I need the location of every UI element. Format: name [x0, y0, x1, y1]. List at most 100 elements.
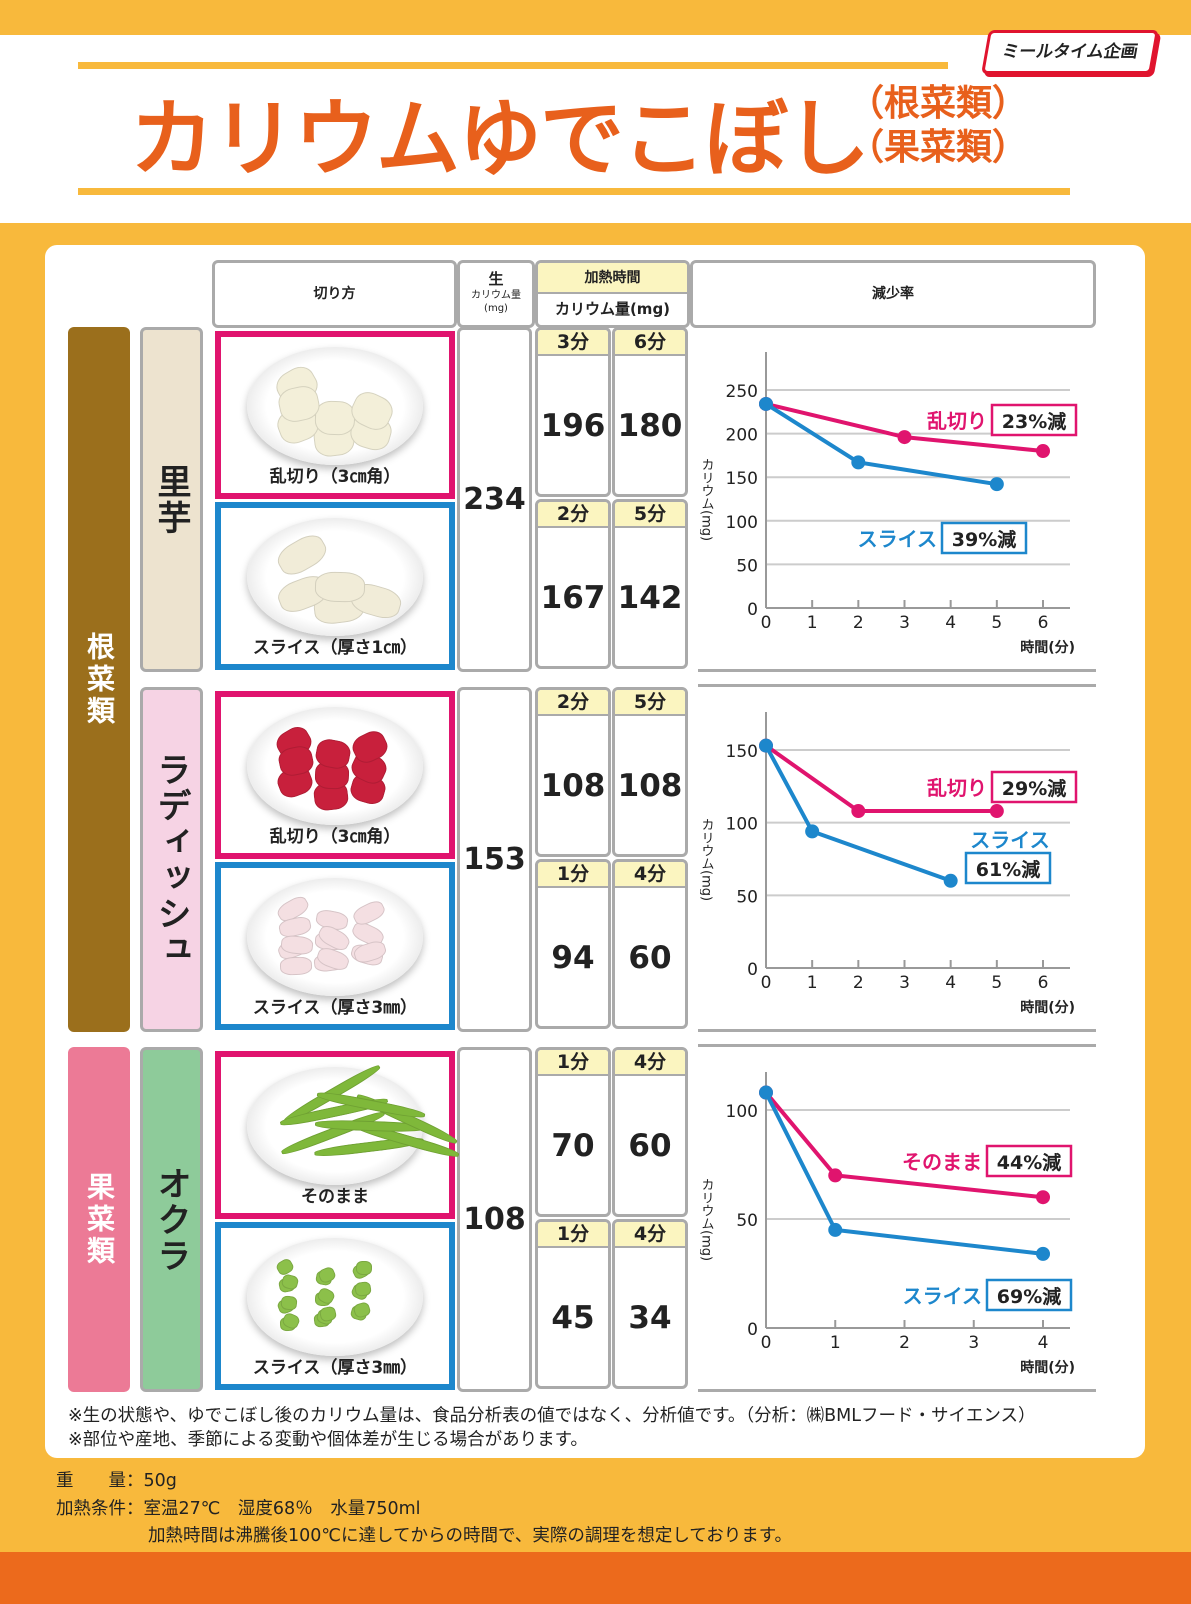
header-heating: 加熱時間 カリウム量(mg) — [535, 260, 690, 328]
potassium-value: 108 — [617, 768, 683, 804]
potassium-line-chart: 0 50 100 150 0 1 2 3 4 5 6 時間(分) カリウム(mg) 乱切り 29%減スライス… — [700, 712, 1078, 1016]
x-tick-label: 0 — [761, 613, 772, 633]
header-raw-unit-label: カリウム量 — [471, 290, 521, 301]
x-tick-label: 6 — [1038, 973, 1049, 993]
y-tick-label: 50 — [736, 887, 758, 907]
food-piece — [352, 938, 388, 966]
series-name: スライス — [903, 1284, 982, 1308]
y-tick-label: 150 — [726, 742, 758, 762]
y-axis-label: カリウム(mg) — [700, 458, 714, 541]
time-column: 1分 45 — [535, 1219, 611, 1389]
y-tick-label: 250 — [726, 382, 758, 402]
potassium-value: 60 — [628, 1128, 672, 1164]
potassium-line-chart: 0 50 100 150 200 250 0 1 2 3 4 5 6 時間(分) カリウム(mg) 乱切り 23… — [700, 352, 1078, 656]
time-column: 4分 60 — [612, 859, 688, 1029]
cut-label: スライス（厚さ3㎜） — [252, 1358, 418, 1378]
raw-potassium-value: 108 — [457, 1047, 532, 1392]
potassium-value: 94 — [551, 940, 595, 976]
top-band — [0, 0, 1191, 35]
plate-image — [247, 878, 423, 996]
x-axis-label: 時間(分) — [1020, 639, 1075, 656]
time-minutes: 3分 — [538, 330, 608, 356]
raw-potassium-value: 234 — [457, 327, 532, 672]
header-heating-time: 加熱時間 — [538, 263, 687, 294]
x-tick-label: 4 — [1038, 1333, 1049, 1353]
data-point — [1036, 1190, 1050, 1205]
data-point — [989, 804, 1004, 819]
title-rule-top — [78, 62, 948, 69]
data-point — [828, 1222, 843, 1237]
food-piece — [355, 1260, 373, 1276]
time-minutes: 5分 — [615, 690, 685, 716]
y-tick-label: 100 — [726, 1102, 758, 1122]
footnote-variation: ※部位や産地、季節による変動や個体差が生じる場合があります。 — [68, 1430, 588, 1450]
time-column: 2分 108 — [535, 687, 611, 857]
reduction-rate: 61%減 — [976, 858, 1040, 881]
y-tick-label: 150 — [726, 469, 758, 489]
reduction-box — [990, 770, 1078, 804]
vegetable-label: 里芋 — [140, 327, 203, 672]
reduction-box — [985, 1278, 1073, 1312]
y-tick-label: 0 — [747, 600, 758, 620]
food-piece — [279, 956, 313, 976]
potassium-value: 180 — [617, 408, 683, 444]
food-piece — [280, 1295, 298, 1311]
time-minutes: 1分 — [538, 1050, 608, 1076]
time-column: 4分 60 — [612, 1047, 688, 1217]
section-divider — [698, 669, 1096, 672]
plate-image — [247, 518, 423, 636]
y-tick-label: 50 — [736, 1211, 758, 1231]
x-tick-label: 1 — [830, 1333, 841, 1353]
header-raw: 生 カリウム量 (mg) — [457, 260, 535, 328]
data-point — [851, 804, 866, 819]
subtitle-fruit: （果菜類） — [848, 127, 1029, 168]
header-reduction: 減少率 — [690, 260, 1096, 328]
reduction-rate: 44%減 — [997, 1151, 1061, 1174]
data-point — [1036, 1246, 1050, 1261]
potassium-value: 167 — [540, 580, 606, 616]
potassium-value: 196 — [540, 408, 606, 444]
data-point — [1036, 444, 1050, 459]
potassium-value: 142 — [617, 580, 683, 616]
time-minutes: 2分 — [538, 690, 608, 716]
time-minutes: 1分 — [538, 862, 608, 888]
food-piece — [318, 1305, 338, 1323]
reduction-box — [940, 521, 1028, 555]
data-point — [759, 396, 773, 411]
x-tick-label: 0 — [761, 973, 772, 993]
data-point — [759, 738, 773, 753]
header-cut: 切り方 — [212, 260, 457, 328]
time-column: 5分 108 — [612, 687, 688, 857]
cut-photo-chunk: 乱切り（3㎝角） — [215, 691, 455, 859]
time-minutes: 4分 — [615, 862, 685, 888]
plate-image — [247, 1238, 423, 1356]
time-column: 6分 180 — [612, 327, 688, 497]
reduction-rate: 69%減 — [997, 1285, 1061, 1308]
time-column: 1分 70 — [535, 1047, 611, 1217]
data-point — [759, 1085, 773, 1100]
condition-weight: 重 量：50g — [56, 1471, 177, 1491]
food-piece — [314, 400, 356, 436]
cut-photo-chunk: そのまま — [215, 1051, 461, 1219]
cut-photo-slice: スライス（厚さ3㎜） — [215, 1222, 455, 1390]
subtitle-root: （根菜類） — [848, 83, 1029, 124]
data-point — [897, 430, 912, 445]
potassium-value: 108 — [540, 768, 606, 804]
cut-photo-chunk: 乱切り（3㎝角） — [215, 331, 455, 499]
x-tick-label: 2 — [853, 973, 864, 993]
reduction-rate: 29%減 — [1002, 777, 1066, 800]
x-axis-label: 時間(分) — [1020, 999, 1075, 1016]
x-tick-label: 0 — [761, 1333, 772, 1353]
reduction-box — [990, 403, 1078, 437]
brand-logo: ミールタイム企画 — [981, 30, 1159, 74]
series-name: 乱切り — [927, 776, 987, 800]
footnote-analysis: ※生の状態や、ゆでこぼし後のカリウム量は、食品分析表の値ではなく、分析値です。（… — [68, 1406, 1036, 1426]
header-raw-label: 生 — [488, 270, 504, 288]
page-title: カリウムゆでこぼし — [130, 90, 870, 188]
food-piece — [314, 571, 366, 603]
series-name: 乱切り — [927, 409, 987, 433]
reduction-rate: 23%減 — [1002, 410, 1066, 433]
series-name: そのまま — [902, 1150, 982, 1174]
plate-image — [247, 707, 423, 825]
